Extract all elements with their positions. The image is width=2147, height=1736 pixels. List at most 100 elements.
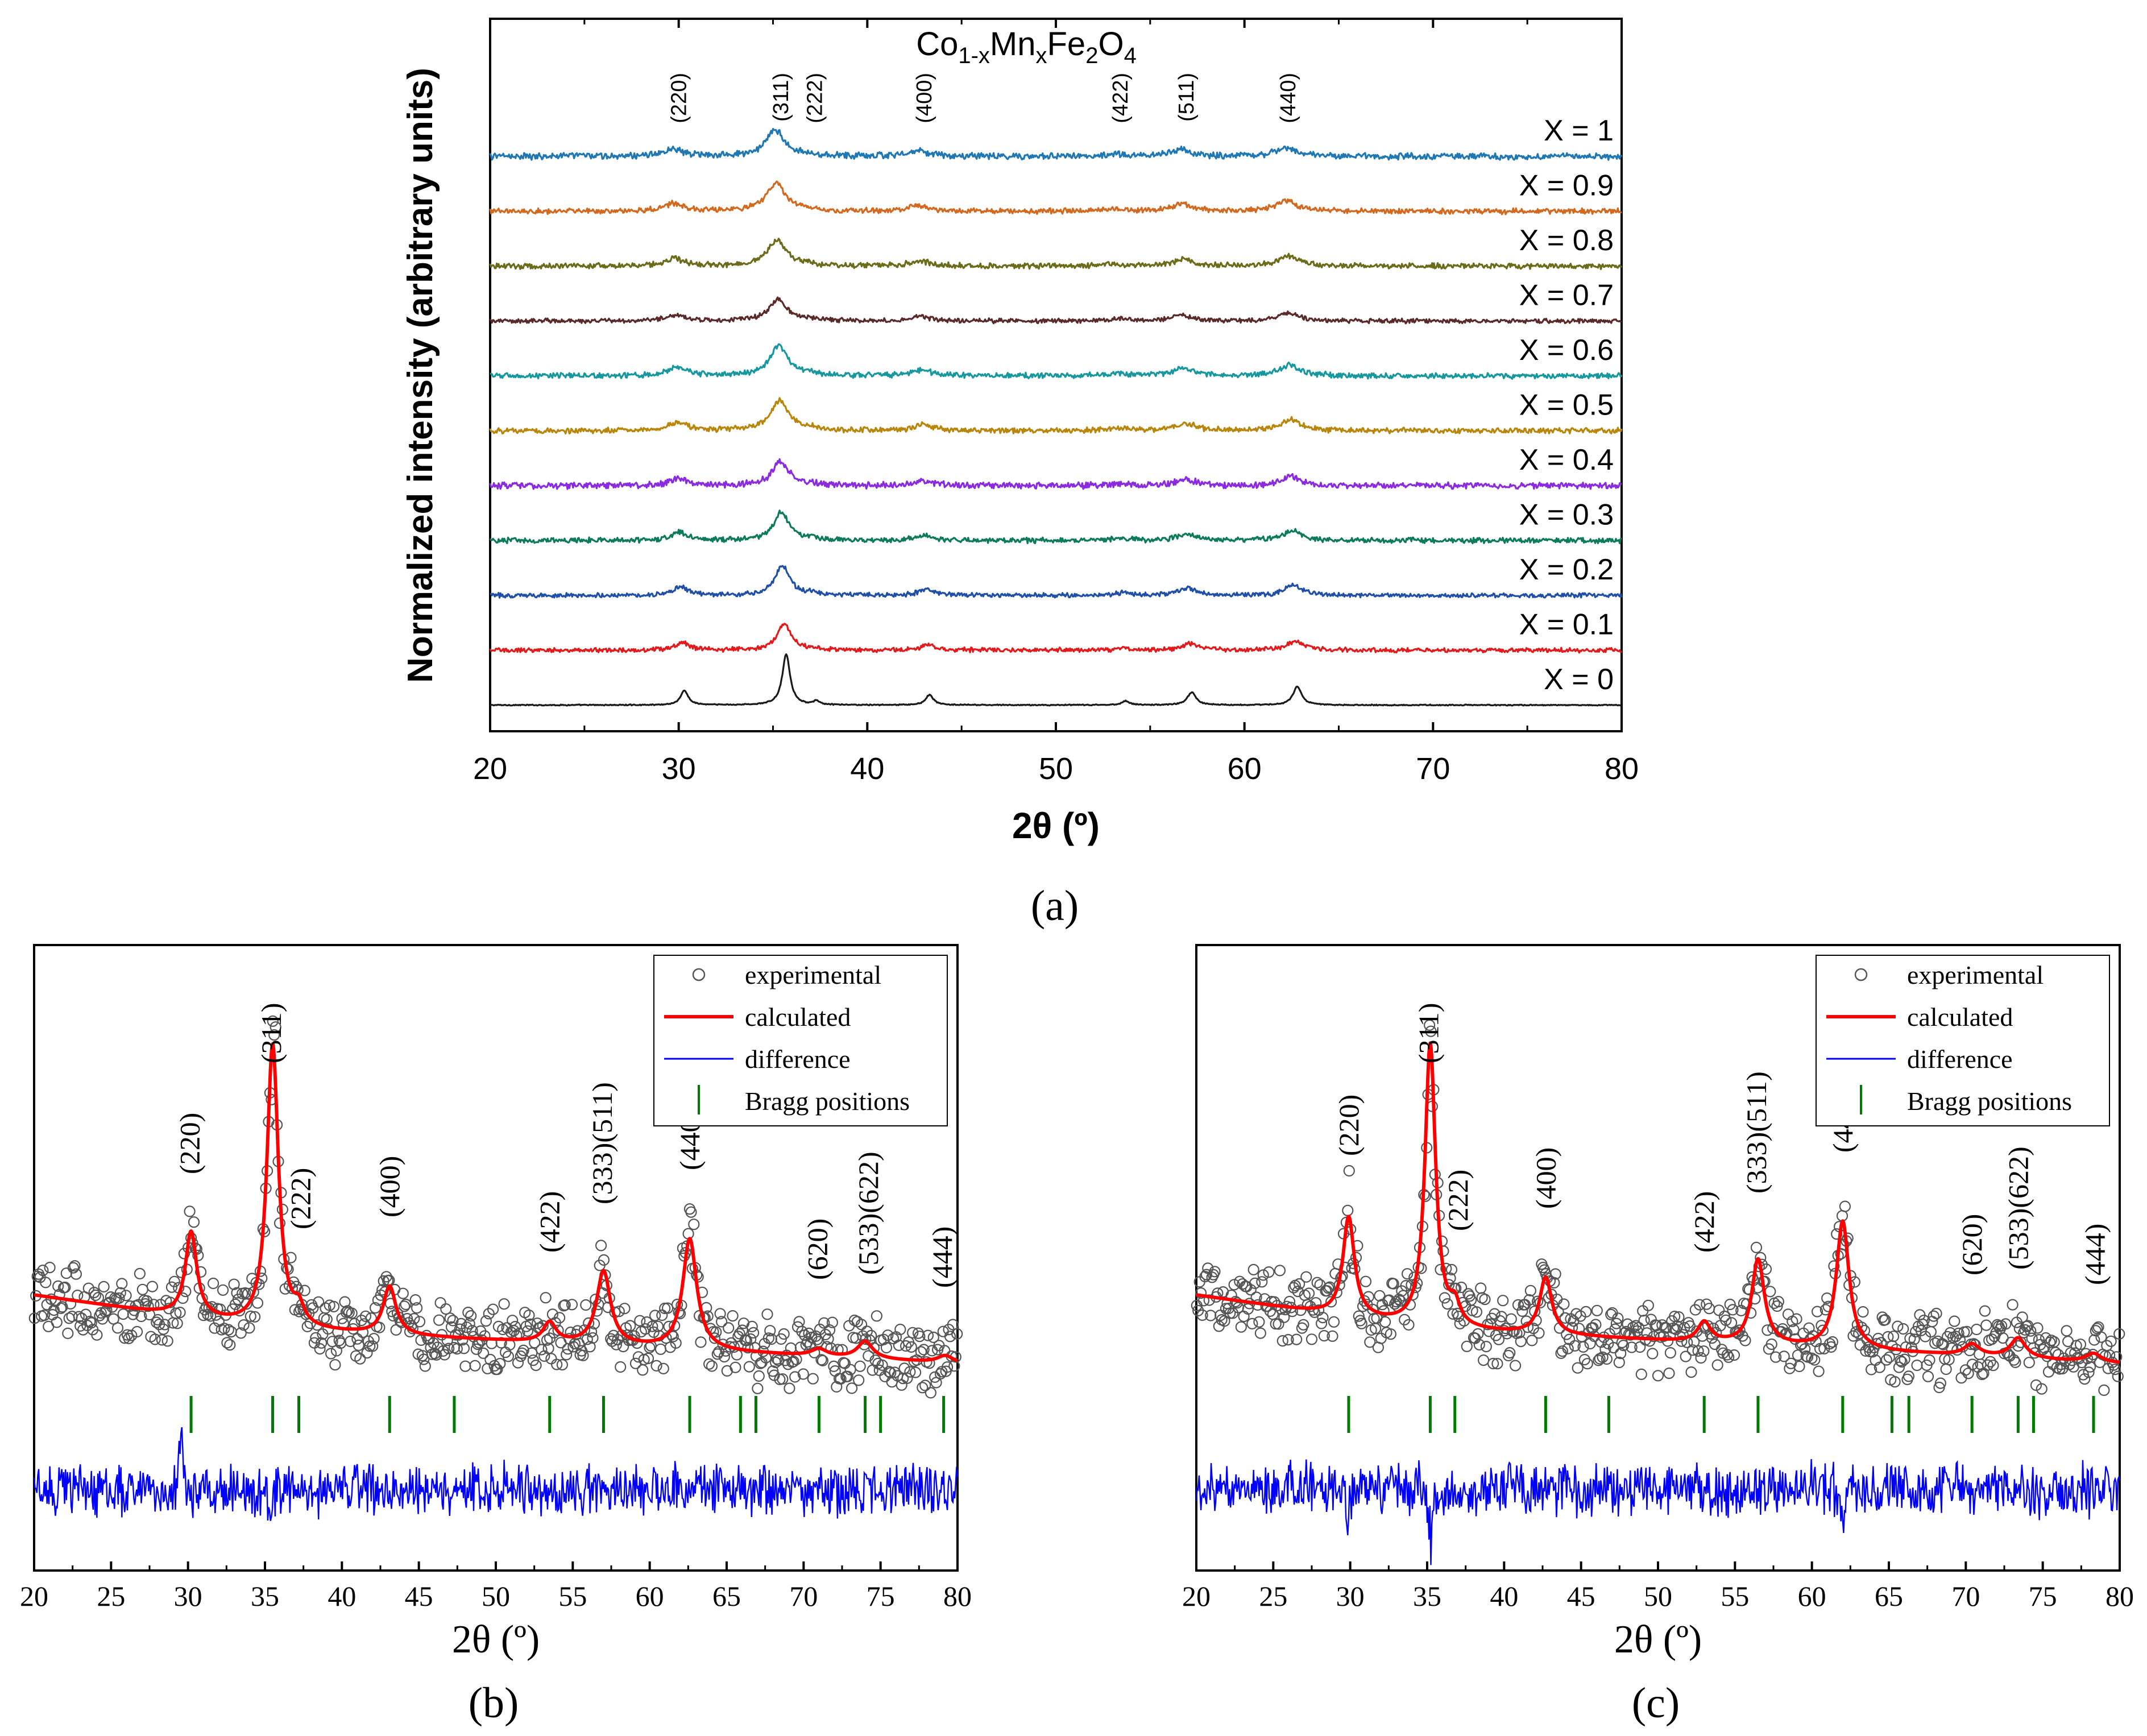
legend-label: experimental bbox=[1907, 960, 2044, 989]
experimental-point bbox=[1311, 1277, 1323, 1288]
experimental-point bbox=[1523, 1294, 1535, 1306]
experimental-point bbox=[1385, 1328, 1396, 1340]
experimental-point bbox=[326, 1336, 338, 1348]
experimental-point bbox=[538, 1350, 550, 1362]
experimental-point bbox=[1685, 1366, 1697, 1378]
panel-a-series-labels: X = 0 X = 0.1 X = 0.2 X = 0.3 X = 0.4 X = 0.5… bbox=[1519, 114, 1614, 696]
peak-label: (311) bbox=[255, 1003, 287, 1063]
experimental-point bbox=[617, 1341, 629, 1353]
experimental-point bbox=[764, 1325, 776, 1337]
experimental-point bbox=[1634, 1341, 1646, 1353]
experimental-point bbox=[299, 1285, 310, 1296]
experimental-point bbox=[718, 1350, 731, 1363]
experimental-point bbox=[1987, 1360, 1999, 1372]
experimental-point bbox=[1615, 1348, 1627, 1360]
x-tick-label: 40 bbox=[328, 1580, 356, 1612]
experimental-point bbox=[784, 1382, 795, 1394]
experimental-point bbox=[353, 1339, 364, 1351]
x-tick-label: 35 bbox=[1413, 1580, 1441, 1612]
peak-label: (620) bbox=[802, 1219, 834, 1280]
experimental-point bbox=[1562, 1343, 1574, 1354]
experimental-point bbox=[1750, 1241, 1763, 1253]
experimental-point bbox=[1809, 1354, 1821, 1366]
x-tick-label: 70 bbox=[1951, 1580, 1980, 1612]
experimental-point bbox=[1505, 1313, 1517, 1325]
experimental-point bbox=[546, 1308, 559, 1320]
experimental-point bbox=[1587, 1322, 1599, 1334]
experimental-point bbox=[469, 1360, 481, 1372]
experimental-point bbox=[807, 1373, 819, 1385]
peak-label: (222) bbox=[1442, 1170, 1474, 1231]
experimental-point bbox=[55, 1302, 67, 1314]
legend-marker-experimental bbox=[1854, 968, 1868, 981]
experimental-point bbox=[1817, 1324, 1829, 1336]
experimental-point bbox=[577, 1349, 589, 1361]
experimental-point bbox=[37, 1265, 49, 1277]
experimental-point bbox=[1218, 1315, 1230, 1327]
experimental-point bbox=[1504, 1347, 1516, 1359]
experimental-point bbox=[1888, 1331, 1900, 1343]
experimental-point bbox=[491, 1364, 503, 1375]
experimental-point bbox=[901, 1372, 913, 1384]
experimental-point bbox=[1393, 1294, 1405, 1306]
experimental-point bbox=[135, 1310, 147, 1323]
peak-label: (311) bbox=[1413, 1003, 1445, 1063]
experimental-point bbox=[1713, 1304, 1725, 1316]
title-part: Mn bbox=[990, 26, 1036, 63]
experimental-point bbox=[325, 1348, 337, 1360]
experimental-point bbox=[451, 1343, 463, 1355]
experimental-point bbox=[38, 1310, 51, 1321]
experimental-point bbox=[1908, 1333, 1920, 1345]
experimental-point bbox=[1209, 1266, 1221, 1278]
peak-label: (533)(622) bbox=[2002, 1146, 2034, 1270]
experimental-point bbox=[789, 1371, 801, 1383]
experimental-point bbox=[1242, 1303, 1254, 1315]
experimental-point bbox=[253, 1278, 265, 1290]
experimental-point bbox=[1246, 1317, 1258, 1329]
experimental-point bbox=[361, 1347, 373, 1359]
experimental-point bbox=[328, 1300, 340, 1312]
experimental-point bbox=[1257, 1269, 1269, 1281]
experimental-point bbox=[1857, 1306, 1869, 1318]
experimental-point bbox=[1673, 1311, 1685, 1323]
experimental-point bbox=[1305, 1333, 1318, 1345]
panel-a-x-axis: 20 30 40 50 60 70 80 bbox=[473, 19, 1639, 786]
experimental-point bbox=[1439, 1292, 1450, 1304]
experimental-point bbox=[730, 1361, 741, 1373]
experimental-point bbox=[2032, 1322, 2044, 1334]
experimental-point bbox=[1630, 1320, 1642, 1332]
experimental-point bbox=[1402, 1268, 1414, 1280]
experimental-point bbox=[1698, 1345, 1710, 1357]
experimental-point bbox=[815, 1354, 827, 1366]
peak-label: (220) bbox=[668, 73, 691, 123]
experimental-point bbox=[301, 1320, 313, 1332]
experimental-point bbox=[1813, 1365, 1825, 1377]
experimental-point bbox=[1966, 1358, 1979, 1370]
panel-c-plot bbox=[1191, 1019, 2125, 1565]
experimental-point bbox=[238, 1319, 250, 1331]
experimental-point bbox=[1652, 1370, 1664, 1382]
experimental-point bbox=[1419, 1190, 1431, 1202]
experimental-point bbox=[134, 1267, 146, 1279]
experimental-point bbox=[1896, 1356, 1908, 1368]
experimental-point bbox=[2101, 1340, 2113, 1352]
experimental-point bbox=[1984, 1356, 1996, 1368]
experimental-point bbox=[816, 1354, 829, 1366]
experimental-point bbox=[711, 1348, 723, 1360]
experimental-point bbox=[566, 1299, 578, 1311]
experimental-point bbox=[1591, 1304, 1603, 1316]
experimental-point bbox=[1328, 1316, 1340, 1328]
series-label: X = 0.9 bbox=[1519, 169, 1614, 202]
experimental-point bbox=[1724, 1298, 1736, 1311]
experimental-point bbox=[1866, 1364, 1877, 1375]
experimental-point bbox=[1642, 1299, 1654, 1311]
experimental-point bbox=[244, 1310, 256, 1322]
experimental-point bbox=[359, 1310, 372, 1322]
experimental-point bbox=[1684, 1320, 1696, 1332]
experimental-point bbox=[483, 1308, 495, 1320]
experimental-point bbox=[184, 1205, 196, 1217]
experimental-point bbox=[1256, 1276, 1268, 1288]
experimental-point bbox=[1799, 1343, 1811, 1355]
experimental-point bbox=[161, 1335, 173, 1347]
experimental-point bbox=[1292, 1286, 1304, 1298]
